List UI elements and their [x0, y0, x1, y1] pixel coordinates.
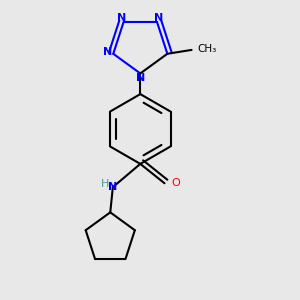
Text: N: N	[154, 13, 164, 23]
Text: N: N	[117, 13, 126, 23]
Text: N: N	[108, 182, 118, 192]
Text: CH₃: CH₃	[197, 44, 217, 54]
Text: N: N	[136, 73, 146, 83]
Text: O: O	[172, 178, 180, 188]
Text: H: H	[101, 179, 109, 189]
Text: N: N	[103, 47, 113, 58]
